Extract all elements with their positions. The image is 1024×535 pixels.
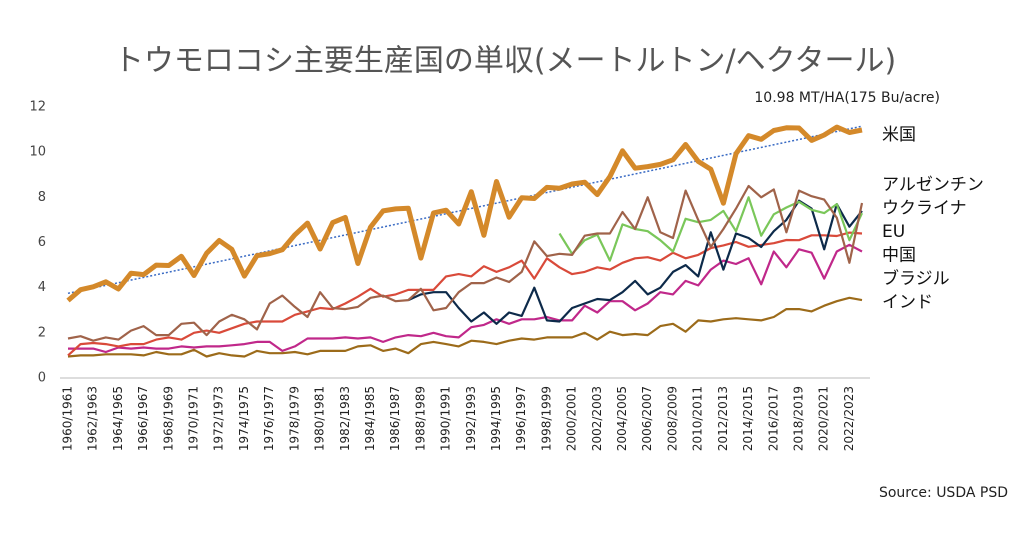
x-tick-label: 2018/2019: [791, 386, 805, 451]
x-tick-label: 2002/2003: [590, 386, 604, 451]
annotation: 10.98 MT/HA(175 Bu/acre): [754, 90, 940, 106]
series-line: [67, 184, 864, 342]
x-tick-label: 2008/2009: [665, 386, 679, 451]
y-tick-label: 12: [29, 100, 46, 115]
y-tick-label: 10: [29, 145, 46, 160]
x-tick-label: 1966/1967: [136, 386, 150, 451]
x-tick-label: 1996/1997: [514, 386, 528, 451]
source: Source: USDA PSD: [879, 485, 1008, 501]
x-tick-label: 1992/1993: [464, 386, 478, 451]
legend-label: EU: [882, 222, 905, 242]
legend-label: 米国: [882, 125, 916, 145]
y-tick-label: 8: [38, 190, 46, 205]
x-tick-label: 2000/2001: [565, 386, 579, 451]
series-line: [407, 199, 863, 325]
y-tick-label: 4: [38, 280, 46, 295]
legend-label: ウクライナ: [882, 199, 967, 219]
chart-title: トウモロコシ主要生産国の単収(メートルトン/ヘクタール): [114, 44, 896, 79]
x-tick-label: 1982/1983: [338, 386, 352, 451]
x-tick-label: 1962/1963: [86, 386, 100, 451]
x-tick-label: 2022/2023: [842, 386, 856, 451]
x-tick-label: 1986/1987: [388, 386, 402, 451]
x-tick-label: 1998/1999: [539, 386, 553, 451]
legend-label: 中国: [882, 246, 916, 266]
x-tick-label: 1964/1965: [111, 386, 125, 451]
x-tick-label: 1976/1977: [262, 386, 276, 451]
y-tick-label: 6: [38, 235, 46, 250]
x-tick-label: 1970/1971: [187, 386, 201, 451]
x-tick-label: 1990/1991: [439, 386, 453, 451]
legend-label: インド: [882, 293, 933, 313]
x-tick-label: 2006/2007: [640, 386, 654, 451]
series-line: [67, 231, 863, 357]
y-tick-label: 2: [38, 325, 46, 340]
x-tick-label: 2020/2021: [817, 386, 831, 451]
legend-label: アルゼンチン: [882, 175, 984, 195]
series-line: [558, 196, 863, 262]
x-tick-label: 1994/1995: [489, 386, 503, 451]
legend-label: ブラジル: [882, 268, 950, 289]
x-tick-label: 1980/1981: [313, 386, 327, 451]
x-tick-label: 1978/1979: [287, 386, 301, 451]
x-tick-label: 2004/2005: [615, 386, 629, 451]
x-tick-label: 2010/2011: [691, 386, 705, 451]
x-tick-label: 2012/2013: [716, 386, 730, 451]
x-tick-label: 1972/1973: [212, 386, 226, 451]
series-line: [66, 124, 863, 303]
y-tick-label: 0: [38, 371, 46, 386]
x-tick-label: 2014/2015: [741, 386, 755, 451]
x-tick-label: 1988/1989: [413, 386, 427, 451]
series-line: [67, 296, 863, 358]
x-tick-label: 1960/1961: [61, 386, 75, 451]
x-tick-label: 2016/2017: [766, 386, 780, 451]
series-line: [68, 243, 863, 354]
x-tick-label: 1974/1975: [237, 386, 251, 451]
x-tick-label: 1984/1985: [363, 386, 377, 451]
x-tick-label: 1968/1969: [161, 386, 175, 451]
